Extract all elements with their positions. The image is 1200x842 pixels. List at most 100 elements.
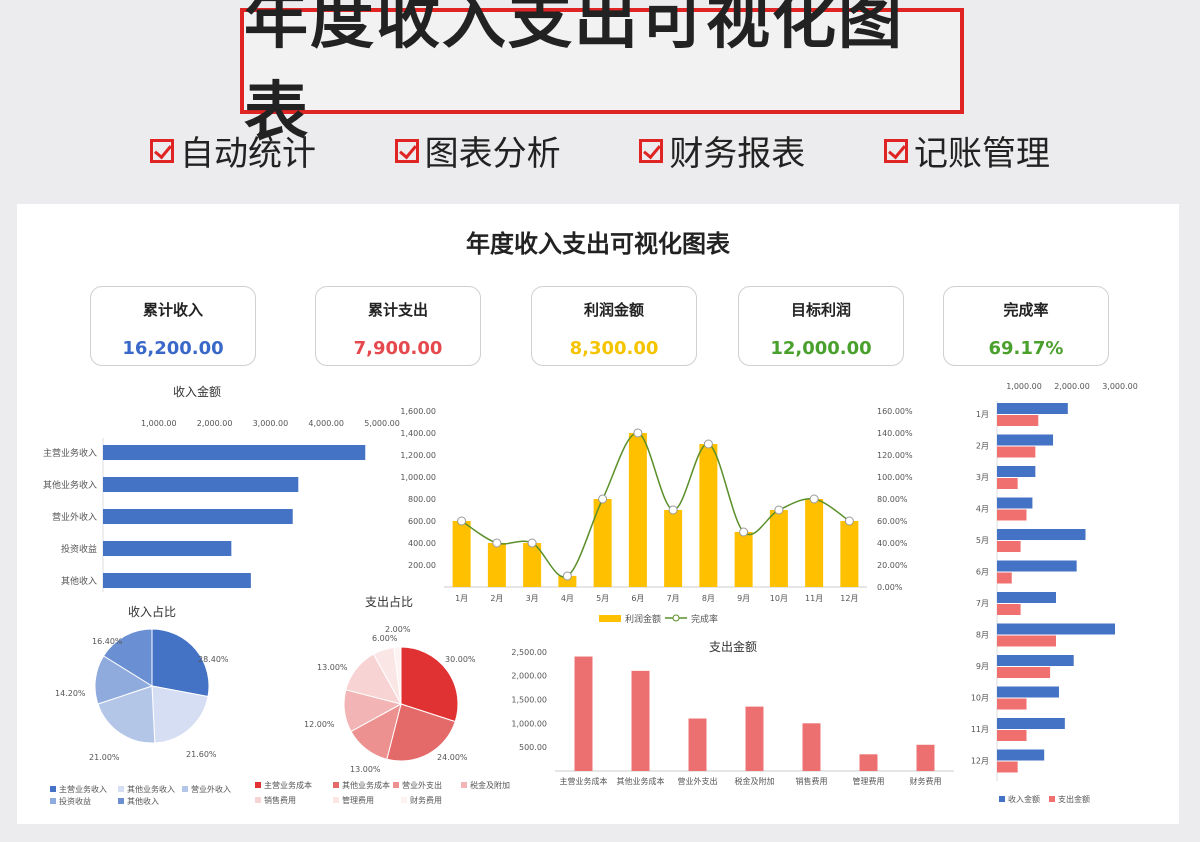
- bar: [916, 744, 935, 771]
- y2-tick-label: 100.00%: [877, 473, 913, 482]
- x-tick-label: 1月: [455, 594, 468, 603]
- x-tick-label: 3,000.00: [1102, 382, 1138, 391]
- chart-title: 支出金额: [709, 639, 757, 654]
- bar: [103, 509, 293, 524]
- bar: [628, 433, 647, 587]
- x-tick-label: 11月: [805, 594, 823, 603]
- dashboard-panel: 年度收入支出可视化图表 累计收入 16,200.00 累计支出 7,900.00…: [17, 204, 1179, 824]
- slice-label: 24.00%: [437, 753, 468, 762]
- legend-swatch: [255, 782, 261, 788]
- legend-swatch: [461, 782, 467, 788]
- pie-slice: [97, 685, 156, 744]
- slice-label: 30.00%: [445, 655, 476, 664]
- feature-list: 自动统计 图表分析 财务报表 记账管理: [150, 126, 1050, 175]
- category-label: 3月: [976, 473, 989, 482]
- slice-label: 14.20%: [55, 689, 86, 698]
- category-label: 7月: [976, 599, 989, 608]
- line-point: [668, 505, 678, 515]
- bar: [997, 592, 1056, 603]
- line-point: [633, 428, 643, 438]
- checkbox-icon: [639, 138, 664, 163]
- y-tick-label: 2,000.00: [511, 672, 547, 681]
- bar: [997, 749, 1045, 761]
- pie-slice: [400, 646, 459, 723]
- legend-label: 营业外支出: [402, 780, 442, 790]
- x-tick-label: 8月: [702, 594, 715, 603]
- bar: [487, 543, 506, 587]
- slice-label: 12.00%: [304, 720, 335, 729]
- legend-label: 主营业务收入: [59, 784, 107, 794]
- legend-label: 税金及附加: [470, 780, 510, 790]
- pie-slice: [151, 628, 210, 698]
- legend-label: 其他业务收入: [127, 784, 175, 794]
- x-tick-label: 1,000.00: [1006, 382, 1042, 391]
- feature-item: 记账管理: [883, 126, 1050, 175]
- banner-title: 年度收入支出可视化图表: [244, 0, 904, 150]
- x-tick-label: 税金及附加: [735, 776, 775, 786]
- x-tick-label: 10月: [770, 594, 788, 603]
- legend-swatch: [255, 797, 261, 803]
- line-point: [527, 538, 537, 548]
- bar: [997, 623, 1115, 635]
- slice-label: 16.40%: [92, 637, 123, 646]
- kpi-label: 累计支出: [367, 301, 428, 319]
- bar: [997, 655, 1074, 666]
- kpi-value: 8,300.00: [569, 338, 659, 359]
- y-tick-label: 1,600.00: [400, 407, 436, 416]
- category-label: 其他业务收入: [43, 479, 97, 491]
- line-point: [562, 571, 572, 581]
- legend-swatch: [401, 797, 407, 803]
- line-point: [598, 494, 608, 504]
- bar: [997, 667, 1051, 678]
- x-tick-label: 5,000.00: [364, 419, 400, 428]
- line-point: [457, 516, 467, 526]
- pie-slice: [151, 685, 209, 744]
- category-label: 其他收入: [61, 575, 97, 587]
- x-tick-label: 1,000.00: [141, 419, 177, 428]
- kpi-value: 69.17%: [988, 338, 1064, 359]
- feature-label: 记账管理: [913, 134, 1050, 174]
- category-label: 2月: [976, 442, 989, 451]
- legend-swatch: [182, 786, 188, 792]
- x-tick-label: 销售费用: [796, 776, 828, 786]
- y2-tick-label: 60.00%: [877, 517, 908, 526]
- x-tick-label: 12月: [840, 594, 858, 603]
- category-label: 5月: [976, 536, 989, 545]
- kpi-label: 目标利润: [790, 301, 851, 319]
- legend-label: 支出金额: [1058, 794, 1090, 804]
- legend-label: 其他业务成本: [342, 780, 390, 790]
- y-tick-label: 200.00: [408, 561, 436, 570]
- x-tick-label: 财务费用: [910, 776, 942, 786]
- kpi-label: 利润金额: [583, 301, 644, 319]
- legend-label: 财务费用: [410, 795, 442, 805]
- y-tick-label: 800.00: [408, 495, 436, 504]
- legend-swatch: [50, 798, 56, 804]
- y2-tick-label: 0.00%: [877, 583, 903, 592]
- checkbox-icon: [150, 138, 174, 163]
- bar: [997, 730, 1027, 741]
- legend-swatch: [672, 614, 680, 622]
- kpi-value: 7,900.00: [353, 338, 443, 359]
- category-label: 4月: [976, 505, 989, 514]
- y-tick-label: 1,500.00: [511, 695, 547, 704]
- x-tick-label: 6月: [631, 594, 644, 603]
- category-label: 10月: [971, 694, 989, 703]
- legend-swatch: [333, 797, 339, 803]
- x-tick-label: 主营业务成本: [560, 776, 608, 786]
- category-label: 12月: [971, 757, 989, 766]
- bar: [631, 670, 650, 771]
- y-tick-label: 1,000.00: [511, 719, 547, 728]
- bar: [593, 499, 612, 587]
- charts-canvas: 收入金额 1,000.00 2,000.00 3,000.00 4,000.00 5,00…: [43, 382, 1138, 806]
- bar: [997, 635, 1056, 647]
- bar: [103, 445, 366, 460]
- slice-label: 21.00%: [89, 753, 120, 762]
- x-tick-label: 4月: [561, 594, 574, 603]
- bar: [997, 686, 1059, 698]
- kpi-card-target-profit: 目标利润 12,000.00: [738, 286, 904, 366]
- legend-swatch: [50, 786, 56, 792]
- slice-label: 13.00%: [317, 663, 348, 672]
- pie-slice: [393, 646, 402, 705]
- x-tick-label: 4,000.00: [308, 419, 344, 428]
- y2-tick-label: 40.00%: [877, 539, 908, 548]
